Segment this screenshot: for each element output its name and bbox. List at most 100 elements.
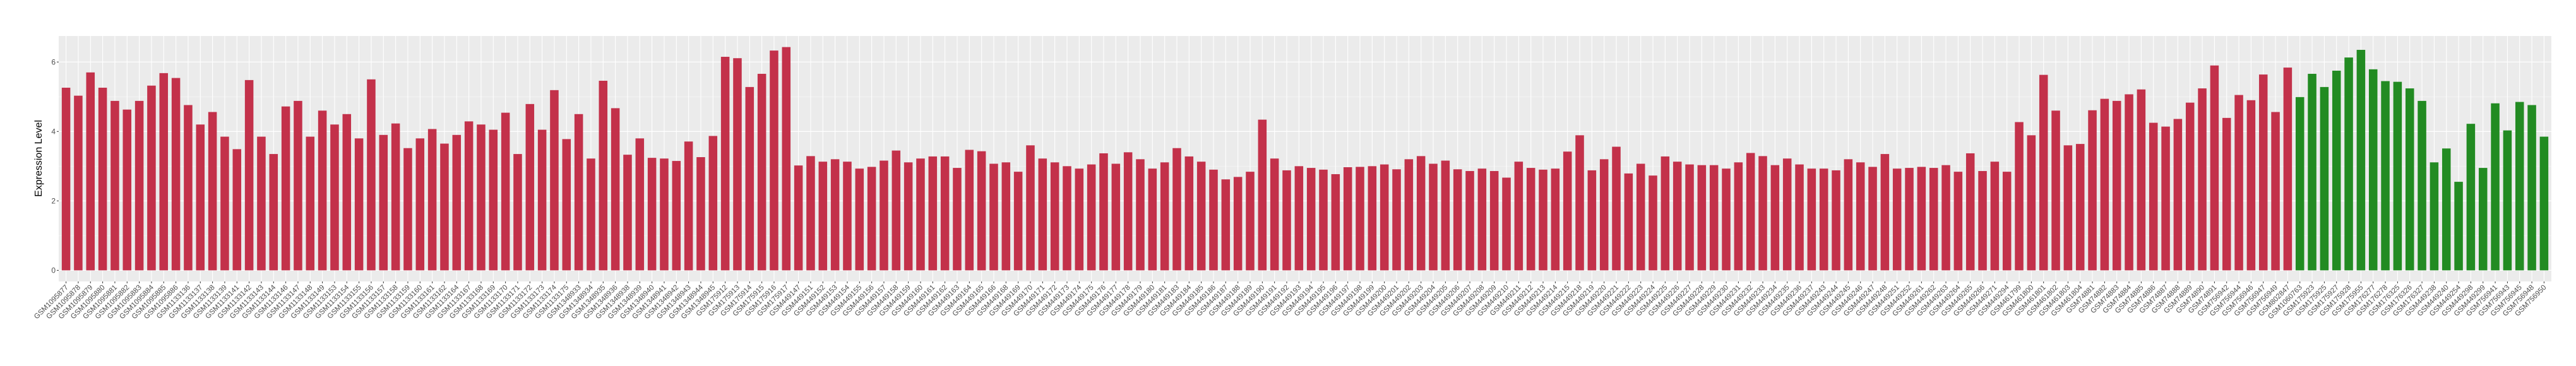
y-tick-label: 0: [51, 266, 56, 274]
bar: [989, 163, 998, 271]
bar: [1905, 168, 1914, 271]
bar: [1392, 169, 1401, 271]
bar: [74, 95, 83, 271]
bar: [464, 121, 474, 271]
bar: [537, 129, 547, 271]
bar: [2356, 50, 2366, 271]
bar: [2027, 135, 2036, 271]
bar: [2161, 126, 2170, 271]
bar: [611, 108, 620, 271]
bar: [379, 134, 388, 271]
bars: [61, 47, 2549, 271]
bar: [1489, 171, 1499, 271]
bar: [2051, 110, 2060, 271]
bar: [1368, 166, 1377, 271]
bar: [977, 151, 986, 271]
bar: [1136, 159, 1145, 271]
bar: [733, 58, 742, 271]
bar: [1649, 175, 1657, 271]
bar: [1441, 160, 1450, 271]
bar: [134, 100, 144, 271]
bar: [2112, 100, 2121, 271]
bar: [1526, 168, 1535, 271]
bar: [220, 136, 229, 271]
bar: [1087, 164, 1096, 271]
bar: [452, 134, 462, 271]
bar: [1453, 169, 1462, 271]
bar: [110, 100, 119, 271]
bar: [1099, 153, 1108, 271]
bar: [391, 123, 400, 271]
bar: [1587, 170, 1597, 271]
bar: [684, 141, 693, 271]
bar: [1221, 179, 1231, 271]
bar: [269, 154, 278, 271]
bar: [501, 112, 510, 271]
bar: [953, 168, 962, 271]
bar: [2393, 81, 2402, 271]
bar: [2418, 100, 2426, 271]
bar: [2039, 74, 2048, 271]
bar: [1929, 168, 1938, 271]
bar: [1734, 162, 1743, 271]
bar: [1477, 168, 1487, 271]
bar: [647, 158, 657, 271]
bar: [1075, 168, 1084, 271]
bar: [2381, 81, 2390, 271]
bar: [2210, 65, 2219, 271]
bar: [1868, 167, 1877, 271]
bar: [1661, 156, 1670, 271]
bar: [1941, 165, 1950, 271]
bar: [855, 168, 864, 271]
bar: [2478, 168, 2488, 271]
bar: [2320, 86, 2329, 271]
bar: [1514, 162, 1524, 271]
bar: [1306, 168, 1316, 271]
bar: [562, 139, 571, 271]
bar: [477, 124, 486, 271]
bar: [1965, 153, 1975, 271]
bar: [599, 80, 608, 271]
bar: [1416, 156, 1426, 271]
bar: [86, 72, 95, 271]
bar: [891, 150, 901, 271]
bar: [806, 156, 815, 271]
bar: [1807, 168, 1816, 271]
bar: [1709, 165, 1719, 271]
bar: [770, 50, 778, 271]
bar: [2222, 117, 2231, 271]
bar: [782, 47, 791, 271]
bar: [2503, 130, 2512, 271]
bar: [1331, 174, 1340, 271]
bar: [1429, 163, 1438, 271]
bar: [171, 78, 181, 271]
bar: [1172, 148, 1181, 271]
bar: [818, 162, 828, 271]
bar: [244, 80, 254, 271]
bar: [965, 150, 974, 271]
bar: [2125, 94, 2133, 271]
bar: [1013, 172, 1023, 271]
bar: [2466, 124, 2476, 271]
bar: [330, 124, 339, 271]
bar: [1063, 166, 1071, 271]
bar: [513, 154, 522, 271]
bar: [928, 156, 938, 271]
bar: [1282, 170, 1291, 271]
bar: [2234, 95, 2243, 271]
y-tick-label: 2: [51, 196, 56, 205]
bar: [367, 79, 376, 271]
bar: [1746, 153, 1755, 271]
bar: [1123, 152, 1133, 271]
bar: [1465, 171, 1474, 271]
y-axis: 0 2 4 6: [51, 57, 59, 274]
bar: [306, 136, 315, 271]
plot-panel: [59, 36, 2551, 281]
bar: [1990, 162, 2000, 271]
bar: [61, 87, 71, 271]
bar: [794, 165, 803, 271]
bar: [2088, 110, 2097, 271]
bar: [1319, 169, 1328, 271]
bar: [916, 158, 925, 271]
bar: [1209, 169, 1218, 271]
